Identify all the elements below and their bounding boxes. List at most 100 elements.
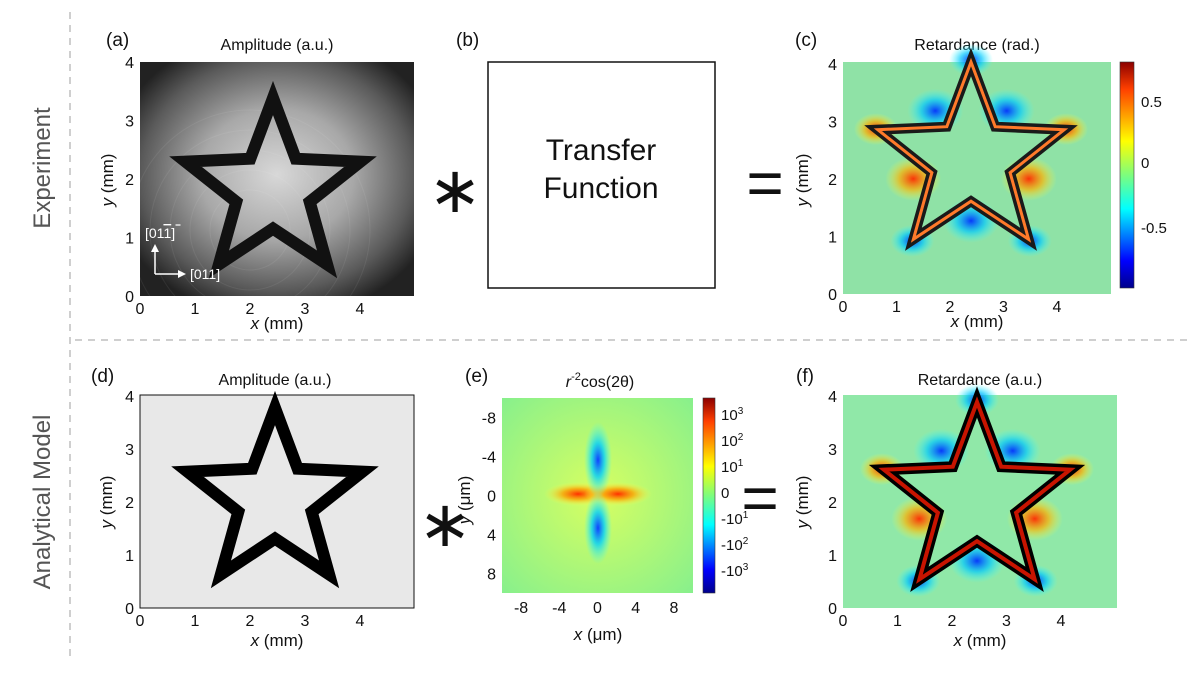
panel-e-xtick: 0 [593,600,602,617]
colorbar-e-tick: 103 [721,406,744,424]
panel-c-ylabel: y (mm) [793,154,812,208]
panel-a-xlabel: x (mm) [250,314,304,333]
panel-e-ylabel: y (μm) [455,476,474,526]
panel-f-ytick: 1 [828,548,837,565]
panel-e-xlabel: x (μm) [573,625,623,644]
panel-d-xlabel: x (mm) [250,631,304,650]
operator-equals-top: = [746,147,783,219]
row-label-analytical-model: Analytical Model [29,415,56,590]
panel-e-lobe-top [584,422,612,498]
panel-d-ytick: 1 [125,548,134,565]
panel-e-label: (e) [465,366,488,387]
panel-d-ytick: 2 [125,495,134,512]
operator-equals-bottom: = [741,462,778,534]
panel-c-xtick: 3 [999,299,1008,316]
panel-d-ytick: 0 [125,601,134,618]
colorbar-e-ticks: 103 102 101 0 -101 -102 -103 [721,406,749,580]
panel-e-xtick: 4 [631,600,640,617]
panel-e-ytick: -8 [482,411,496,428]
panel-d-xtick: 2 [246,613,255,630]
colorbar-e-tick: -103 [721,562,749,580]
panel-c-xtick: 1 [892,299,901,316]
panel-a-xtick: 1 [191,301,200,318]
panel-a-xtick: 3 [301,301,310,318]
panel-d-ytick: 4 [125,389,134,406]
panel-f-title: Retardance (a.u.) [918,372,1043,389]
panel-c-xtick: 0 [839,299,848,316]
panel-c-ytick: 1 [828,230,837,247]
panel-e-ytick: -4 [482,450,496,467]
panel-d-xtick: 0 [136,613,145,630]
colorbar-e-tick: -102 [721,536,749,554]
panel-d-xtick: 1 [191,613,200,630]
panel-a-title: Amplitude (a.u.) [221,37,334,54]
panel-c-ytick: 4 [828,57,837,74]
panel-d-image [139,394,415,609]
transfer-function-box [487,61,716,289]
panel-c-colorbar [1119,61,1135,289]
panel-a-ylabel: y (mm) [98,154,117,208]
panel-b-label: (b) [456,30,479,51]
panel-a-ytick: 2 [125,172,134,189]
panel-f-label: (f) [796,366,814,387]
panel-a-xtick: 2 [246,301,255,318]
panel-a-star [169,80,377,279]
panel-e-colorbar [702,397,716,594]
panel-d-star [171,390,379,589]
panel-e: (e) r-2cos(2θ) 103 102 101 0 -101 -102 -103 -8… [455,366,749,644]
panel-a-ytick: 1 [125,231,134,248]
panel-a-fringes [129,109,371,351]
panel-e-title: r-2cos(2θ) [566,371,634,391]
colorbar-e-tick: 0 [721,485,729,502]
panel-b: (b) Transfer Function [456,30,716,289]
panel-f-ytick: 3 [828,442,837,459]
panel-c-star-inner [873,57,1069,243]
panel-f-xtick: 2 [948,613,957,630]
panel-c-ytick: 2 [828,172,837,189]
panel-d-xtick: 4 [356,613,365,630]
panel-d-ylabel: y (mm) [97,476,116,530]
panel-f-star-inner [878,396,1076,584]
crystal-direction-up: [011] [145,225,175,241]
colorbar-e-tick: 101 [721,458,744,476]
panel-d-label: (d) [91,366,114,387]
panel-e-xtick: 8 [669,600,678,617]
crystal-direction-right: [011] [190,266,220,282]
panel-c-image [843,62,1111,294]
panel-c-xlabel: x (mm) [950,312,1004,331]
panel-a-xtick: 4 [356,301,365,318]
panel-d-title: Amplitude (a.u.) [219,372,332,389]
panel-f-ylabel: y (mm) [793,476,812,530]
panel-f-xtick: 4 [1057,613,1066,630]
row-label-experiment: Experiment [29,107,56,229]
colorbar-c-tick-1: 0 [1141,155,1149,172]
panel-a-ytick: 4 [125,55,134,72]
panel-f-xtick: 1 [893,613,902,630]
transfer-function-line1: Transfer [546,134,657,167]
panel-e-ytick: 0 [487,489,496,506]
operator-convolve-top: ∗ [428,154,482,226]
transfer-function-line2: Function [543,172,658,205]
panel-c-label: (c) [795,30,817,51]
colorbar-c-tick-2: -0.5 [1141,220,1167,237]
panel-f-xtick: 0 [839,613,848,630]
panel-d: (d) Amplitude (a.u.) 0 1 2 3 4 0 1 2 3 4 x (mm) y… [91,366,415,650]
panel-c: (c) Retardance (rad.) 0.5 0 -0.5 0 1 2 3 401… [793,30,1167,331]
panel-f-ytick: 2 [828,495,837,512]
panel-a-xtick: 0 [136,301,145,318]
panel-d-ytick: 3 [125,442,134,459]
panel-e-ytick: 8 [487,567,496,584]
panel-f-xtick: 3 [1002,613,1011,630]
panel-c-ytick: 3 [828,115,837,132]
colorbar-e-tick: -101 [721,510,749,528]
crystal-arrow-right-head [178,270,186,278]
panel-c-ytick: 0 [828,287,837,304]
panel-a-ytick: 0 [125,289,134,306]
colorbar-e-tick: 102 [721,432,744,450]
colorbar-c-tick-0: 0.5 [1141,94,1162,111]
panel-f-xlabel: x (mm) [953,631,1007,650]
panel-a: (a) Amplitude (a.u.) [011] [011] 0 1 2 3 4 0 1… [98,30,414,351]
panel-d-xtick: 3 [301,613,310,630]
